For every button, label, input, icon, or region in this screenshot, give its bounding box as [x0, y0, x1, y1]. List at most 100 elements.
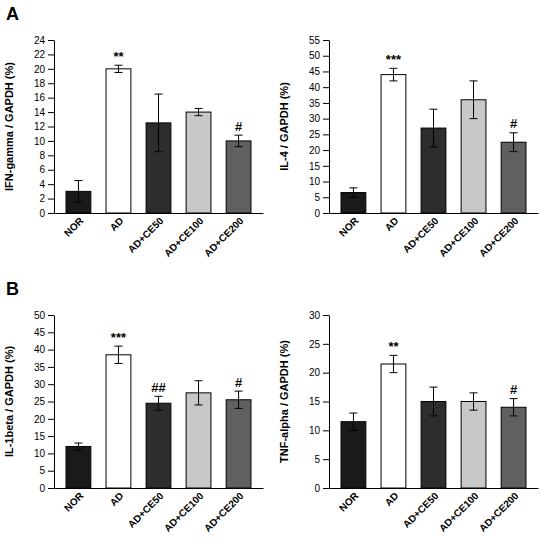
- tick: 10: [34, 448, 54, 459]
- error-bar: [470, 81, 478, 119]
- tick-label: NOR: [337, 215, 361, 239]
- tick: 25: [309, 339, 329, 350]
- y-axis: 0510152025303540455055: [309, 35, 330, 219]
- panel-label: A: [6, 4, 19, 24]
- tick-label: AD+CE200: [477, 215, 521, 259]
- tick-label: 30: [309, 113, 321, 124]
- error-bar: [235, 135, 243, 147]
- tick: 30: [309, 310, 329, 321]
- tick: 25: [309, 129, 329, 140]
- tick-label: 15: [34, 431, 46, 442]
- tick-label: 5: [314, 192, 320, 203]
- tick-label: 40: [34, 344, 46, 355]
- tick-label: AD+CE50: [401, 215, 441, 255]
- tick: NOR: [337, 490, 361, 514]
- tick: AD+CE50: [126, 490, 166, 530]
- tick-mark: [323, 459, 329, 460]
- tick-mark: [323, 150, 329, 151]
- panel-label: B: [6, 279, 19, 299]
- tick: AD+CE200: [477, 490, 521, 534]
- tick-label: AD+CE100: [162, 215, 206, 259]
- bar: [186, 393, 211, 488]
- tick: 6: [39, 164, 54, 175]
- tick: 8: [39, 150, 54, 161]
- tick-mark: [48, 141, 54, 142]
- axis-title: IL-4 / GAPDH (%): [278, 82, 290, 171]
- axis-line: [55, 488, 264, 489]
- tick-label: 50: [34, 310, 46, 321]
- tick-mark: [323, 40, 329, 41]
- tick-mark: [48, 213, 54, 214]
- tick-label: 25: [309, 339, 321, 350]
- plot-area: **#051015202530NORADAD+CE50AD+CE100AD+CE…: [309, 310, 539, 534]
- tick-label: AD: [383, 215, 401, 233]
- tick-label: 5: [314, 454, 320, 465]
- bar: [461, 402, 486, 489]
- error-bar: [155, 396, 163, 410]
- tick-label: 25: [309, 129, 321, 140]
- axis-line: [54, 316, 55, 489]
- tick: 30: [309, 113, 329, 124]
- tick: 12: [34, 121, 54, 132]
- marks: [66, 346, 251, 488]
- panel: ***###05101520253035404550NORADAD+CE50AD…: [3, 279, 264, 534]
- bar: [106, 355, 131, 488]
- tick: 16: [34, 92, 54, 103]
- tick: 0: [314, 483, 329, 494]
- tick-label: 16: [34, 92, 46, 103]
- bar: [501, 407, 526, 488]
- error-bar: [349, 188, 357, 197]
- tick-label: 35: [309, 98, 321, 109]
- bar: [381, 75, 406, 213]
- tick-label: 20: [309, 367, 321, 378]
- chart-root: **#024681012141618202224NORADAD+CE50AD+C…: [0, 0, 550, 550]
- axis-line: [329, 41, 330, 214]
- significance-label: #: [235, 375, 243, 390]
- tick: AD+CE100: [437, 215, 481, 259]
- tick-mark: [323, 213, 329, 214]
- tick: 20: [34, 414, 54, 425]
- tick: 10: [309, 425, 329, 436]
- tick: 20: [309, 145, 329, 156]
- tick-mark: [48, 436, 54, 437]
- tick: AD+CE100: [162, 215, 206, 259]
- tick: 20: [34, 64, 54, 75]
- tick-mark: [48, 488, 54, 489]
- error-bar: [74, 443, 82, 450]
- tick: 50: [309, 50, 329, 61]
- significance-label: #: [510, 116, 518, 131]
- significance-label: #: [235, 119, 243, 134]
- error-bar: [155, 94, 163, 152]
- tick: 5: [39, 465, 54, 476]
- tick: 20: [309, 367, 329, 378]
- tick-mark: [48, 69, 54, 70]
- tick: 50: [34, 310, 54, 321]
- tick-mark: [48, 155, 54, 156]
- tick-mark: [48, 332, 54, 333]
- tick: AD+CE50: [401, 215, 441, 255]
- tick-label: 10: [309, 176, 321, 187]
- error-bar: [510, 133, 518, 152]
- tick: 35: [34, 362, 54, 373]
- tick-label: 40: [309, 82, 321, 93]
- tick-label: 8: [39, 150, 45, 161]
- tick-mark: [48, 127, 54, 128]
- panel: **#051015202530NORADAD+CE50AD+CE100AD+CE…: [278, 310, 539, 534]
- tick-label: 22: [34, 49, 46, 60]
- tick-label: 10: [34, 136, 46, 147]
- tick-mark: [323, 119, 329, 120]
- tick-label: NOR: [62, 490, 86, 514]
- plot-area: ***#0510152025303540455055NORADAD+CE50AD…: [309, 35, 539, 259]
- tick-label: 20: [34, 414, 46, 425]
- tick: AD: [108, 215, 126, 233]
- tick: 35: [309, 98, 329, 109]
- tick: 45: [34, 327, 54, 338]
- significance-label: **: [388, 339, 399, 354]
- tick: 10: [309, 176, 329, 187]
- tick-mark: [323, 166, 329, 167]
- tick-label: NOR: [337, 490, 361, 514]
- tick-label: AD+CE200: [202, 490, 246, 534]
- x-axis: NORADAD+CE50AD+CE100AD+CE200: [330, 489, 539, 534]
- tick-label: 10: [309, 425, 321, 436]
- error-bar: [235, 391, 243, 408]
